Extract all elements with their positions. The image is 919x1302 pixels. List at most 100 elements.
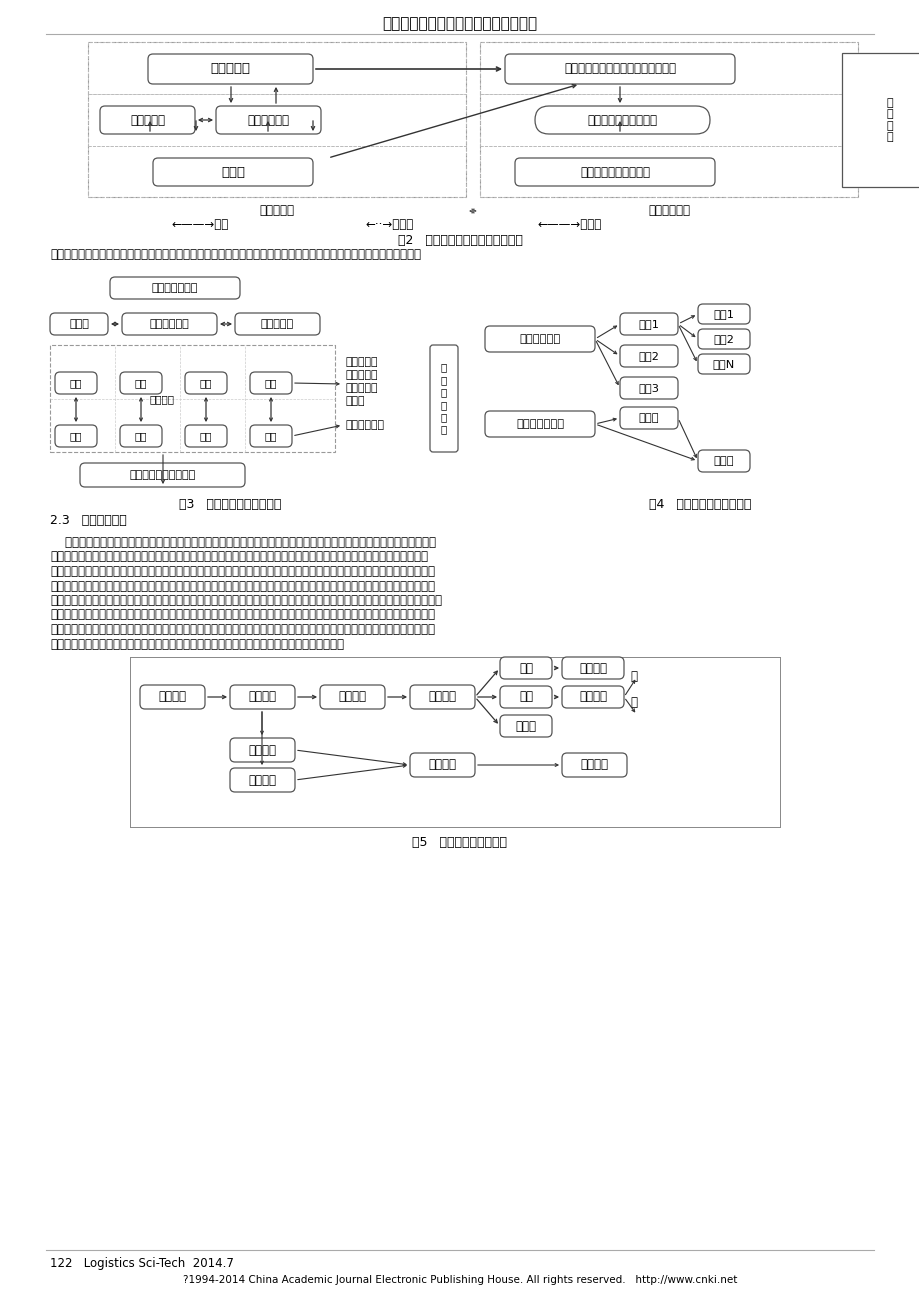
Text: 第三方物流: 第三方物流 <box>261 319 294 329</box>
Text: 京东供应链: 京东供应链 <box>259 204 294 217</box>
Text: 立逆向认证: 立逆向认证 <box>345 383 377 393</box>
Text: 图4   新型电子商务交易平台: 图4 新型电子商务交易平台 <box>648 497 751 510</box>
Bar <box>480 146 857 197</box>
Text: 广州: 广州 <box>199 378 212 388</box>
Bar <box>50 345 335 452</box>
Text: 人员检测: 人员检测 <box>428 690 456 703</box>
Bar <box>88 42 466 197</box>
Text: 等级N: 等级N <box>712 359 734 368</box>
Bar <box>480 94 857 146</box>
Text: 集中逆向物流认证中心: 集中逆向物流认证中心 <box>130 470 196 480</box>
Text: 品类1: 品类1 <box>638 319 659 329</box>
FancyBboxPatch shape <box>505 53 734 85</box>
Text: 上海: 上海 <box>134 378 147 388</box>
FancyBboxPatch shape <box>499 715 551 737</box>
FancyBboxPatch shape <box>153 158 312 186</box>
Text: 新型平台: 新型平台 <box>428 759 456 772</box>
FancyBboxPatch shape <box>619 345 677 367</box>
Text: 页面城市切换: 页面城市切换 <box>345 421 383 430</box>
Text: 供应商: 供应商 <box>69 319 89 329</box>
FancyBboxPatch shape <box>230 738 295 762</box>
Bar <box>88 94 466 146</box>
Text: 信息将作为产品信息的一部分供购买者参考。此处的产品以未集修商品为主，如果购买者有修理需要，只需适当增加修理费: 信息将作为产品信息的一部分供购买者参考。此处的产品以未集修商品为主，如果购买者有… <box>50 551 427 564</box>
FancyBboxPatch shape <box>619 378 677 398</box>
FancyBboxPatch shape <box>698 303 749 324</box>
FancyBboxPatch shape <box>234 312 320 335</box>
Text: ?1994-2014 China Academic Journal Electronic Publishing House. All rights reserv: ?1994-2014 China Academic Journal Electr… <box>183 1275 736 1285</box>
Bar <box>88 42 466 94</box>
Text: 2.3   退货流程改进: 2.3 退货流程改进 <box>50 513 127 526</box>
Text: ←··→信息流: ←··→信息流 <box>366 219 414 232</box>
Text: 则可将购买款返回给消费者，否则直接将商品寄回给消费者。京东可以与供应商合作对退货商品进行非直接回库积压的二次检: 则可将购买款返回给消费者，否则直接将商品寄回给消费者。京东可以与供应商合作对退货… <box>50 579 435 592</box>
Text: 京东网上商城: 京东网上商城 <box>647 204 689 217</box>
Text: 图2   京东商城逆向物流运作系统图: 图2 京东商城逆向物流运作系统图 <box>397 234 522 247</box>
FancyBboxPatch shape <box>562 658 623 680</box>
Text: 品提供流通渠道。平台主要提供两种服务，一种是商城退货商品的再销售；二是为在商城购买的商品提供旧物销售服务。: 品提供流通渠道。平台主要提供两种服务，一种是商城退货商品的再销售；二是为在商城购… <box>50 249 421 262</box>
FancyBboxPatch shape <box>122 312 217 335</box>
Text: 否: 否 <box>630 671 636 684</box>
Text: 是: 是 <box>630 695 636 708</box>
FancyBboxPatch shape <box>185 424 227 447</box>
Text: 按区域以及: 按区域以及 <box>345 357 377 367</box>
Text: 符合退货: 符合退货 <box>578 690 607 703</box>
Text: 京东仓储中心: 京东仓储中心 <box>150 319 189 329</box>
FancyBboxPatch shape <box>148 53 312 85</box>
Text: 第三方权威机构: 第三方权威机构 <box>152 283 198 293</box>
Text: 广州: 广州 <box>199 431 212 441</box>
Text: 返还款: 返还款 <box>515 720 536 733</box>
Text: 退货: 退货 <box>518 690 532 703</box>
FancyBboxPatch shape <box>216 105 321 134</box>
Text: 第三方物流: 第三方物流 <box>130 113 165 126</box>
Text: 常规电子商务平台（包含金融平台）: 常规电子商务平台（包含金融平台） <box>563 62 675 76</box>
FancyBboxPatch shape <box>140 685 205 710</box>
FancyBboxPatch shape <box>185 372 227 395</box>
Text: 润，又能增强顾客黏性，提高顾客忠诚度。新型平台上出售的商品依据质量等级进行定价，商品虽有缺陷，但是定价合理，消: 润，又能增强顾客黏性，提高顾客忠诚度。新型平台上出售的商品依据质量等级进行定价，… <box>50 622 435 635</box>
FancyBboxPatch shape <box>55 424 96 447</box>
FancyBboxPatch shape <box>55 372 96 395</box>
FancyBboxPatch shape <box>562 753 627 777</box>
FancyBboxPatch shape <box>250 372 291 395</box>
Text: 商城用户供需墙: 商城用户供需墙 <box>516 419 563 428</box>
Text: 图5   消费者退货改进流程: 图5 消费者退货改进流程 <box>412 836 507 849</box>
Text: 京东仓配中心: 京东仓配中心 <box>247 113 289 126</box>
Text: 品类2: 品类2 <box>638 352 659 361</box>
FancyBboxPatch shape <box>119 424 162 447</box>
FancyBboxPatch shape <box>619 312 677 335</box>
Text: 新型电子商务交易平台: 新型电子商务交易平台 <box>579 165 650 178</box>
Text: 测销售，主要流程如下：检测中心通过对商品进行实际检测，并标识品质量等级，信息将展现在新型电子商务交易平台上。为充: 测销售，主要流程如下：检测中心通过对商品进行实际检测，并标识品质量等级，信息将展… <box>50 594 441 607</box>
FancyBboxPatch shape <box>410 753 474 777</box>
Text: 产品供给: 产品供给 <box>248 743 277 756</box>
FancyBboxPatch shape <box>698 354 749 374</box>
Text: 逆
向
物
流: 逆 向 物 流 <box>886 98 892 142</box>
FancyBboxPatch shape <box>619 408 677 428</box>
Text: 换货: 换货 <box>518 661 532 674</box>
FancyBboxPatch shape <box>230 768 295 792</box>
Text: 京东配货中心与认证体系内的成员合作，集中对符合要求的退货进行资质认证，产品将依据质量等级进行重新定价，认证: 京东配货中心与认证体系内的成员合作，集中对符合要求的退货进行资质认证，产品将依据… <box>50 536 436 549</box>
FancyBboxPatch shape <box>110 277 240 299</box>
Text: 江苏: 江苏 <box>265 431 277 441</box>
Text: 品类3: 品类3 <box>638 383 659 393</box>
Bar <box>480 42 857 197</box>
FancyBboxPatch shape <box>429 345 458 452</box>
Text: 办公点: 办公点 <box>345 396 364 406</box>
Text: 北京: 北京 <box>70 431 82 441</box>
Text: 江苏: 江苏 <box>265 378 277 388</box>
FancyBboxPatch shape <box>499 658 551 680</box>
Text: 消费购买: 消费购买 <box>158 690 187 703</box>
Bar <box>88 146 466 197</box>
Text: 122   Logistics Sci-Tech  2014.7: 122 Logistics Sci-Tech 2014.7 <box>50 1258 233 1271</box>
Text: 信息交换: 信息交换 <box>149 395 175 404</box>
Text: 基于电子商务的退货逆向物流模式探讨: 基于电子商务的退货逆向物流模式探讨 <box>382 17 537 31</box>
FancyBboxPatch shape <box>230 685 295 710</box>
FancyBboxPatch shape <box>484 411 595 437</box>
Text: 需求墙: 需求墙 <box>638 413 659 423</box>
FancyBboxPatch shape <box>119 372 162 395</box>
Text: 新
型
交
易
平
台: 新 型 交 易 平 台 <box>440 362 447 435</box>
FancyBboxPatch shape <box>410 685 474 710</box>
Text: 商城退货商品: 商城退货商品 <box>519 335 560 344</box>
FancyBboxPatch shape <box>100 105 195 134</box>
Text: 常规平台: 常规平台 <box>248 690 277 703</box>
Text: 仓配位置设: 仓配位置设 <box>345 370 377 380</box>
Text: 用，认证中心会委派厂商进行修理，换货商品没有质量问题则进行商品更换，再次发货给消费者，退货商品如果满足退货要求: 用，认证中心会委派厂商进行修理，换货商品没有质量问题则进行商品更换，再次发货给消… <box>50 565 435 578</box>
Text: ←——→物流: ←——→物流 <box>171 219 229 232</box>
